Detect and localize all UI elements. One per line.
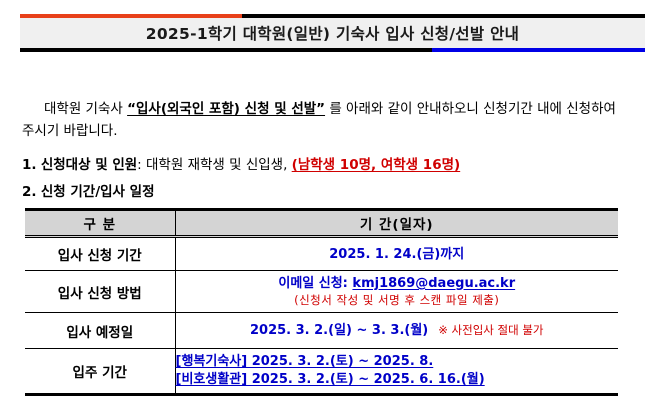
row-label-residence-period: 입주 기간 [25,348,175,396]
residence-period-biho-hall: [비호생활관] 2025. 3. 2.(토) ~ 2025. 6. 16.(월) [175,372,485,387]
header-bottom-rule [20,48,645,52]
list-item-label: 신청대상 및 인원 [40,157,138,173]
residence-period-happy-dorm: [행복기숙사] 2025. 3. 2.(토) ~ 2025. 8. [175,354,434,369]
table-body: 입사 신청 기간 2025. 1. 24.(금)까지 입사 신청 방법 이메일 … [25,236,618,396]
header-top-accent-bar [20,14,242,18]
table-header: 구 분 기 간(일자) [25,208,618,238]
list-item-number: 2. [22,184,37,200]
row-value-residence-period: [행복기숙사] 2025. 3. 2.(토) ~ 2025. 8. [비호생활관… [174,348,618,396]
move-in-date-text: 2025. 3. 2.(일) ~ 3. 3.(월) [249,323,429,338]
table-row: 입사 신청 방법 이메일 신청: kmj1869@daegu.ac.kr (신청… [25,270,618,313]
list-item-separator: : [137,157,147,173]
email-instruction-text: 이메일 신청: [278,275,353,291]
table-row: 입사 예정일 2025. 3. 2.(일) ~ 3. 3.(월) ※ 사전입사 절… [25,312,618,349]
header-bottom-accent-bar [432,48,645,52]
email-address-link[interactable]: kmj1869@daegu.ac.kr [352,275,516,291]
list-item-schedule: 2. 신청 기간/입사 일정 [22,182,155,202]
table-row: 입사 신청 기간 2025. 1. 24.(금)까지 [25,236,618,271]
row-value-application-period: 2025. 1. 24.(금)까지 [174,236,618,271]
table-header-row: 구 분 기 간(일자) [25,208,618,238]
column-header-category: 구 분 [25,208,175,238]
intro-emphasis-text: “입사(외국인 포함) 신청 및 선발” [127,100,326,117]
intro-paragraph: 대학원 기숙사 “입사(외국인 포함) 신청 및 선발” 를 아래와 같이 안내… [22,98,630,142]
intro-tail-text: 를 아래와 같이 안내하오니 신청기간 내에 신청하여 주시기 바랍니다. [22,100,616,139]
list-item-quota-highlight: (남학생 10명, 여학생 16명) [291,157,461,173]
document-header: 2025-1학기 대학원(일반) 기숙사 입사 신청/선발 안내 [20,14,645,52]
row-value-application-method: 이메일 신청: kmj1869@daegu.ac.kr (신청서 작성 및 서명… [174,270,618,313]
intro-lead-text: 대학원 기숙사 [44,100,128,117]
header-top-rule [20,14,645,18]
application-deadline-text: 2025. 1. 24.(금)까지 [329,246,465,262]
row-label-application-method: 입사 신청 방법 [25,270,175,313]
move-in-warning-note: ※ 사전입사 절대 불가 [438,323,544,337]
list-item-body: 대학원 재학생 및 신입생, [146,157,292,173]
column-header-period: 기 간(일자) [174,208,618,238]
header-title-band: 2025-1학기 대학원(일반) 기숙사 입사 신청/선발 안내 [20,18,645,48]
row-label-application-period: 입사 신청 기간 [25,236,175,271]
schedule-table: 구 분 기 간(일자) 입사 신청 기간 2025. 1. 24.(금)까지 입… [25,208,618,396]
page-title: 2025-1학기 대학원(일반) 기숙사 입사 신청/선발 안내 [145,25,520,43]
application-method-note: (신청서 작성 및 서명 후 스캔 파일 제출) [294,292,500,307]
list-item-number: 1. [22,157,37,173]
row-value-move-in-date: 2025. 3. 2.(일) ~ 3. 3.(월) ※ 사전입사 절대 불가 [174,312,618,349]
list-item-application-target: 1. 신청대상 및 인원: 대학원 재학생 및 신입생, (남학생 10명, 여… [22,155,460,175]
row-label-move-in-date: 입사 예정일 [25,312,175,349]
list-item-label: 신청 기간/입사 일정 [40,184,155,200]
table-row: 입주 기간 [행복기숙사] 2025. 3. 2.(토) ~ 2025. 8. … [25,348,618,396]
